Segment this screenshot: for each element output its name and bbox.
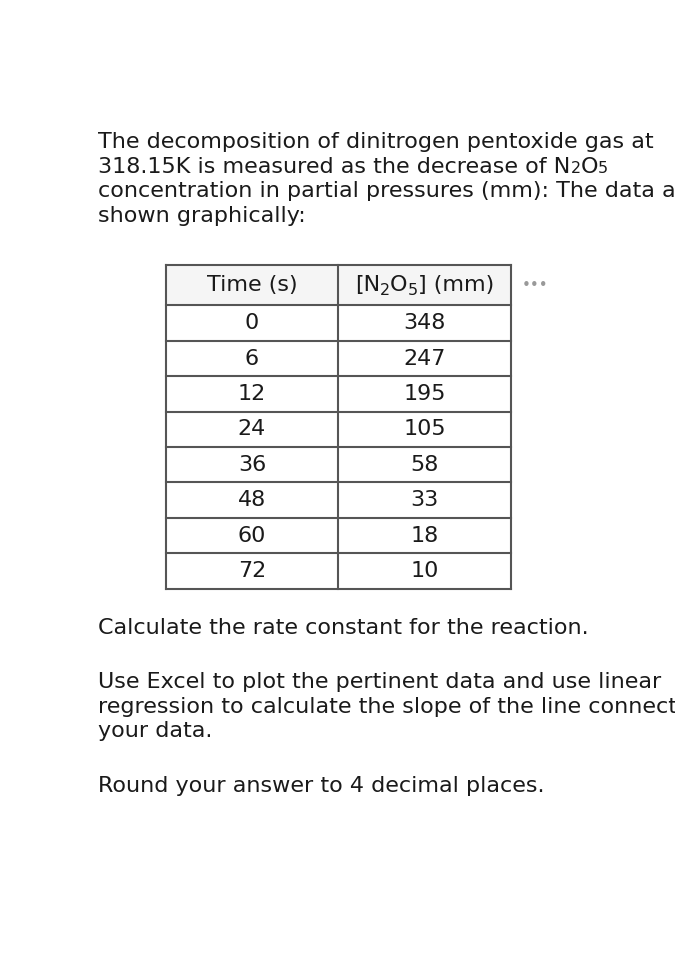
Text: Use Excel to plot the pertinent data and use linear: Use Excel to plot the pertinent data and… [99,672,661,692]
Bar [166,265,510,588]
Text: 18: 18 [410,526,439,545]
Text: O: O [580,156,598,177]
Text: concentration in partial pressures (mm): The data are: concentration in partial pressures (mm):… [99,181,675,202]
Text: Calculate the rate constant for the reaction.: Calculate the rate constant for the reac… [99,618,589,638]
Text: 6: 6 [245,348,259,369]
Text: 72: 72 [238,561,266,581]
Bar [166,553,510,588]
Text: 24: 24 [238,420,266,440]
Text: your data.: your data. [99,722,213,741]
Text: 318.15K is measured as the decrease of N: 318.15K is measured as the decrease of N [99,156,570,177]
Text: Round your answer to 4 decimal places.: Round your answer to 4 decimal places. [99,776,545,796]
Text: [N: [N [355,276,380,296]
Text: 247: 247 [403,348,446,369]
Text: 60: 60 [238,526,266,545]
Bar [166,412,510,447]
Text: 48: 48 [238,491,266,510]
Text: 195: 195 [403,384,446,404]
Text: 2: 2 [570,161,580,176]
Text: 33: 33 [410,491,439,510]
Text: shown graphically:: shown graphically: [99,206,306,226]
Text: 5: 5 [408,282,418,298]
Text: 58: 58 [410,455,439,475]
Bar [166,447,510,483]
Text: O: O [390,276,408,296]
Text: •••: ••• [522,277,549,293]
Text: Time (s): Time (s) [207,276,297,296]
Bar [166,305,510,341]
Text: 0: 0 [245,313,259,333]
Text: 105: 105 [403,420,446,440]
Text: 5: 5 [598,161,608,176]
Text: 12: 12 [238,384,266,404]
Text: regression to calculate the slope of the line connecting: regression to calculate the slope of the… [99,697,675,717]
Text: 2: 2 [380,282,390,298]
Bar [166,376,510,412]
Text: 348: 348 [403,313,446,333]
Text: The decomposition of dinitrogen pentoxide gas at: The decomposition of dinitrogen pentoxid… [99,132,654,152]
Bar [166,517,510,553]
Bar [166,341,510,376]
Text: 36: 36 [238,455,266,475]
Text: ] (mm): ] (mm) [418,276,494,296]
Text: 10: 10 [410,561,439,581]
Bar [166,483,510,517]
